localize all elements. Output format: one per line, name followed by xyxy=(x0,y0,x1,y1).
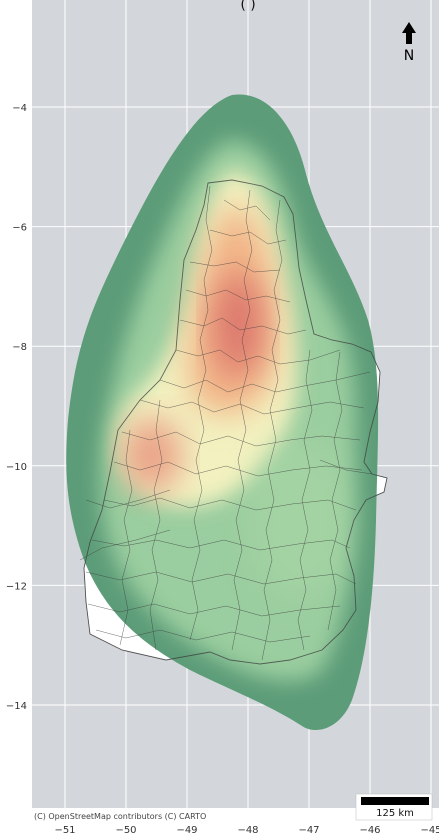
municipality-borders xyxy=(79,179,388,665)
x-tick-label: −49 xyxy=(176,825,197,836)
attribution-text: (C) OpenStreetMap contributors (C) CARTO xyxy=(34,812,206,821)
x-tick-label: −46 xyxy=(359,825,380,836)
x-tick-label: −51 xyxy=(54,825,75,836)
x-axis-ticks: −51 −50 −49 −48 −47 −46 −45 xyxy=(54,825,439,836)
scale-bar-label: 125 km xyxy=(376,808,414,819)
y-tick-label: −12 xyxy=(6,581,27,592)
y-axis-ticks: −4 −6 −8 −10 −12 −14 xyxy=(6,103,27,712)
x-tick-label: −47 xyxy=(298,825,319,836)
x-tick-label: −50 xyxy=(115,825,136,836)
density-hotspot-west xyxy=(122,417,182,493)
y-tick-label: −10 xyxy=(6,462,27,473)
north-arrow-icon: N xyxy=(402,22,416,64)
density-heatmap xyxy=(66,94,379,731)
density-band-east xyxy=(250,440,350,600)
density-hotspot-north xyxy=(212,273,264,377)
map-title-fragment: ( ) xyxy=(240,0,255,13)
scale-bar: 125 km xyxy=(355,793,433,821)
y-tick-label: −14 xyxy=(6,701,27,712)
north-label: N xyxy=(404,48,414,64)
y-tick-label: −4 xyxy=(12,103,27,114)
y-tick-label: −6 xyxy=(12,223,27,234)
y-tick-label: −8 xyxy=(12,342,27,353)
x-tick-label: −45 xyxy=(420,825,439,836)
x-tick-label: −48 xyxy=(237,825,258,836)
